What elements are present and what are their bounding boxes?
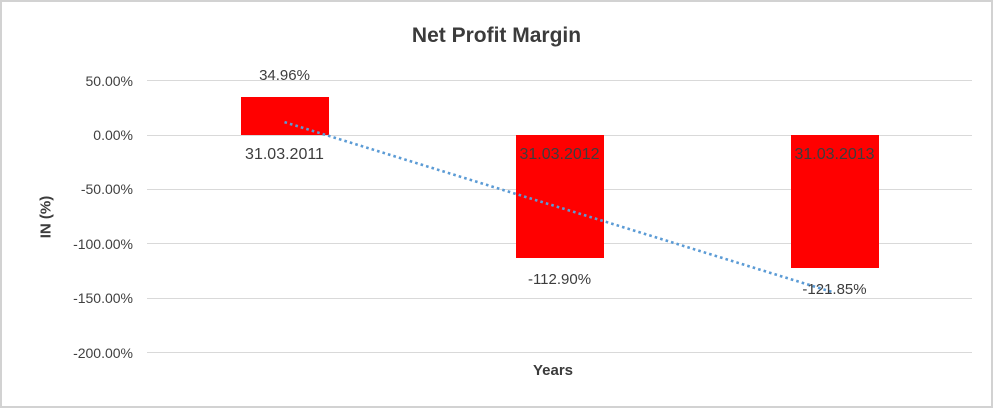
y-tick-label: 50.00% <box>85 72 133 89</box>
y-tick-label: -200.00% <box>73 344 133 361</box>
category-label: 31.03.2011 <box>245 146 324 163</box>
gridline <box>147 352 972 354</box>
y-tick-label: -150.00% <box>73 290 133 307</box>
x-axis-title: Years <box>532 362 574 379</box>
y-tick-label: 0.00% <box>93 127 133 143</box>
data-label: 34.96% <box>259 66 310 84</box>
category-label: 31.03.2012 <box>519 146 600 163</box>
y-tick-label: -100.00% <box>73 235 133 252</box>
category-label: 31.03.2013 <box>794 146 875 163</box>
data-label: -121.85% <box>802 280 867 298</box>
data-label: -112.90% <box>527 270 592 288</box>
chart-title: Net Profit Margin <box>411 24 582 47</box>
y-tick-label: -50.00% <box>80 181 133 198</box>
gridline <box>147 80 972 82</box>
gridline <box>147 297 972 299</box>
